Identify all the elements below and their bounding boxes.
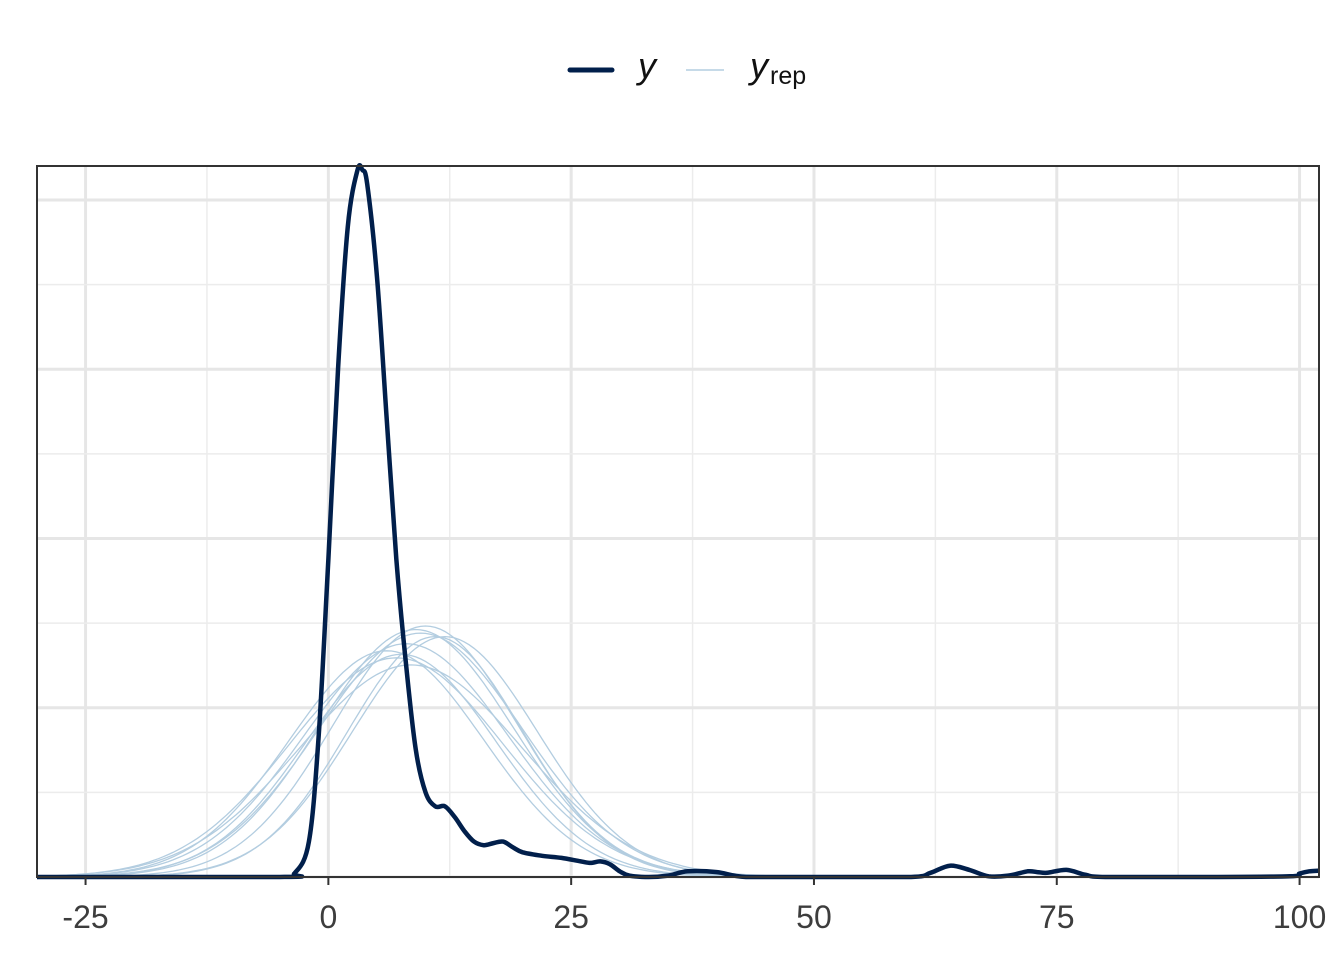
legend: y yrep	[567, 45, 806, 90]
x-tick-label: 0	[319, 899, 337, 935]
x-tick-label: 100	[1273, 899, 1326, 935]
plot-panel-border	[36, 165, 1320, 878]
y-line	[36, 162, 1320, 880]
legend-label-yrep-base: y	[747, 45, 770, 86]
x-axis: -25 0 25 50 75 100	[62, 877, 1326, 935]
legend-label-yrep: yrep	[747, 45, 806, 90]
y-series-line	[36, 162, 1320, 880]
x-tick-label: 50	[796, 899, 832, 935]
legend-label-y: y	[635, 45, 658, 86]
x-tick-label: -25	[62, 899, 108, 935]
x-tick-label: 75	[1039, 899, 1075, 935]
grid	[37, 166, 1319, 879]
yrep-line	[36, 664, 912, 878]
x-tick-label: 25	[553, 899, 589, 935]
legend-label-yrep-subscript: rep	[770, 62, 806, 90]
